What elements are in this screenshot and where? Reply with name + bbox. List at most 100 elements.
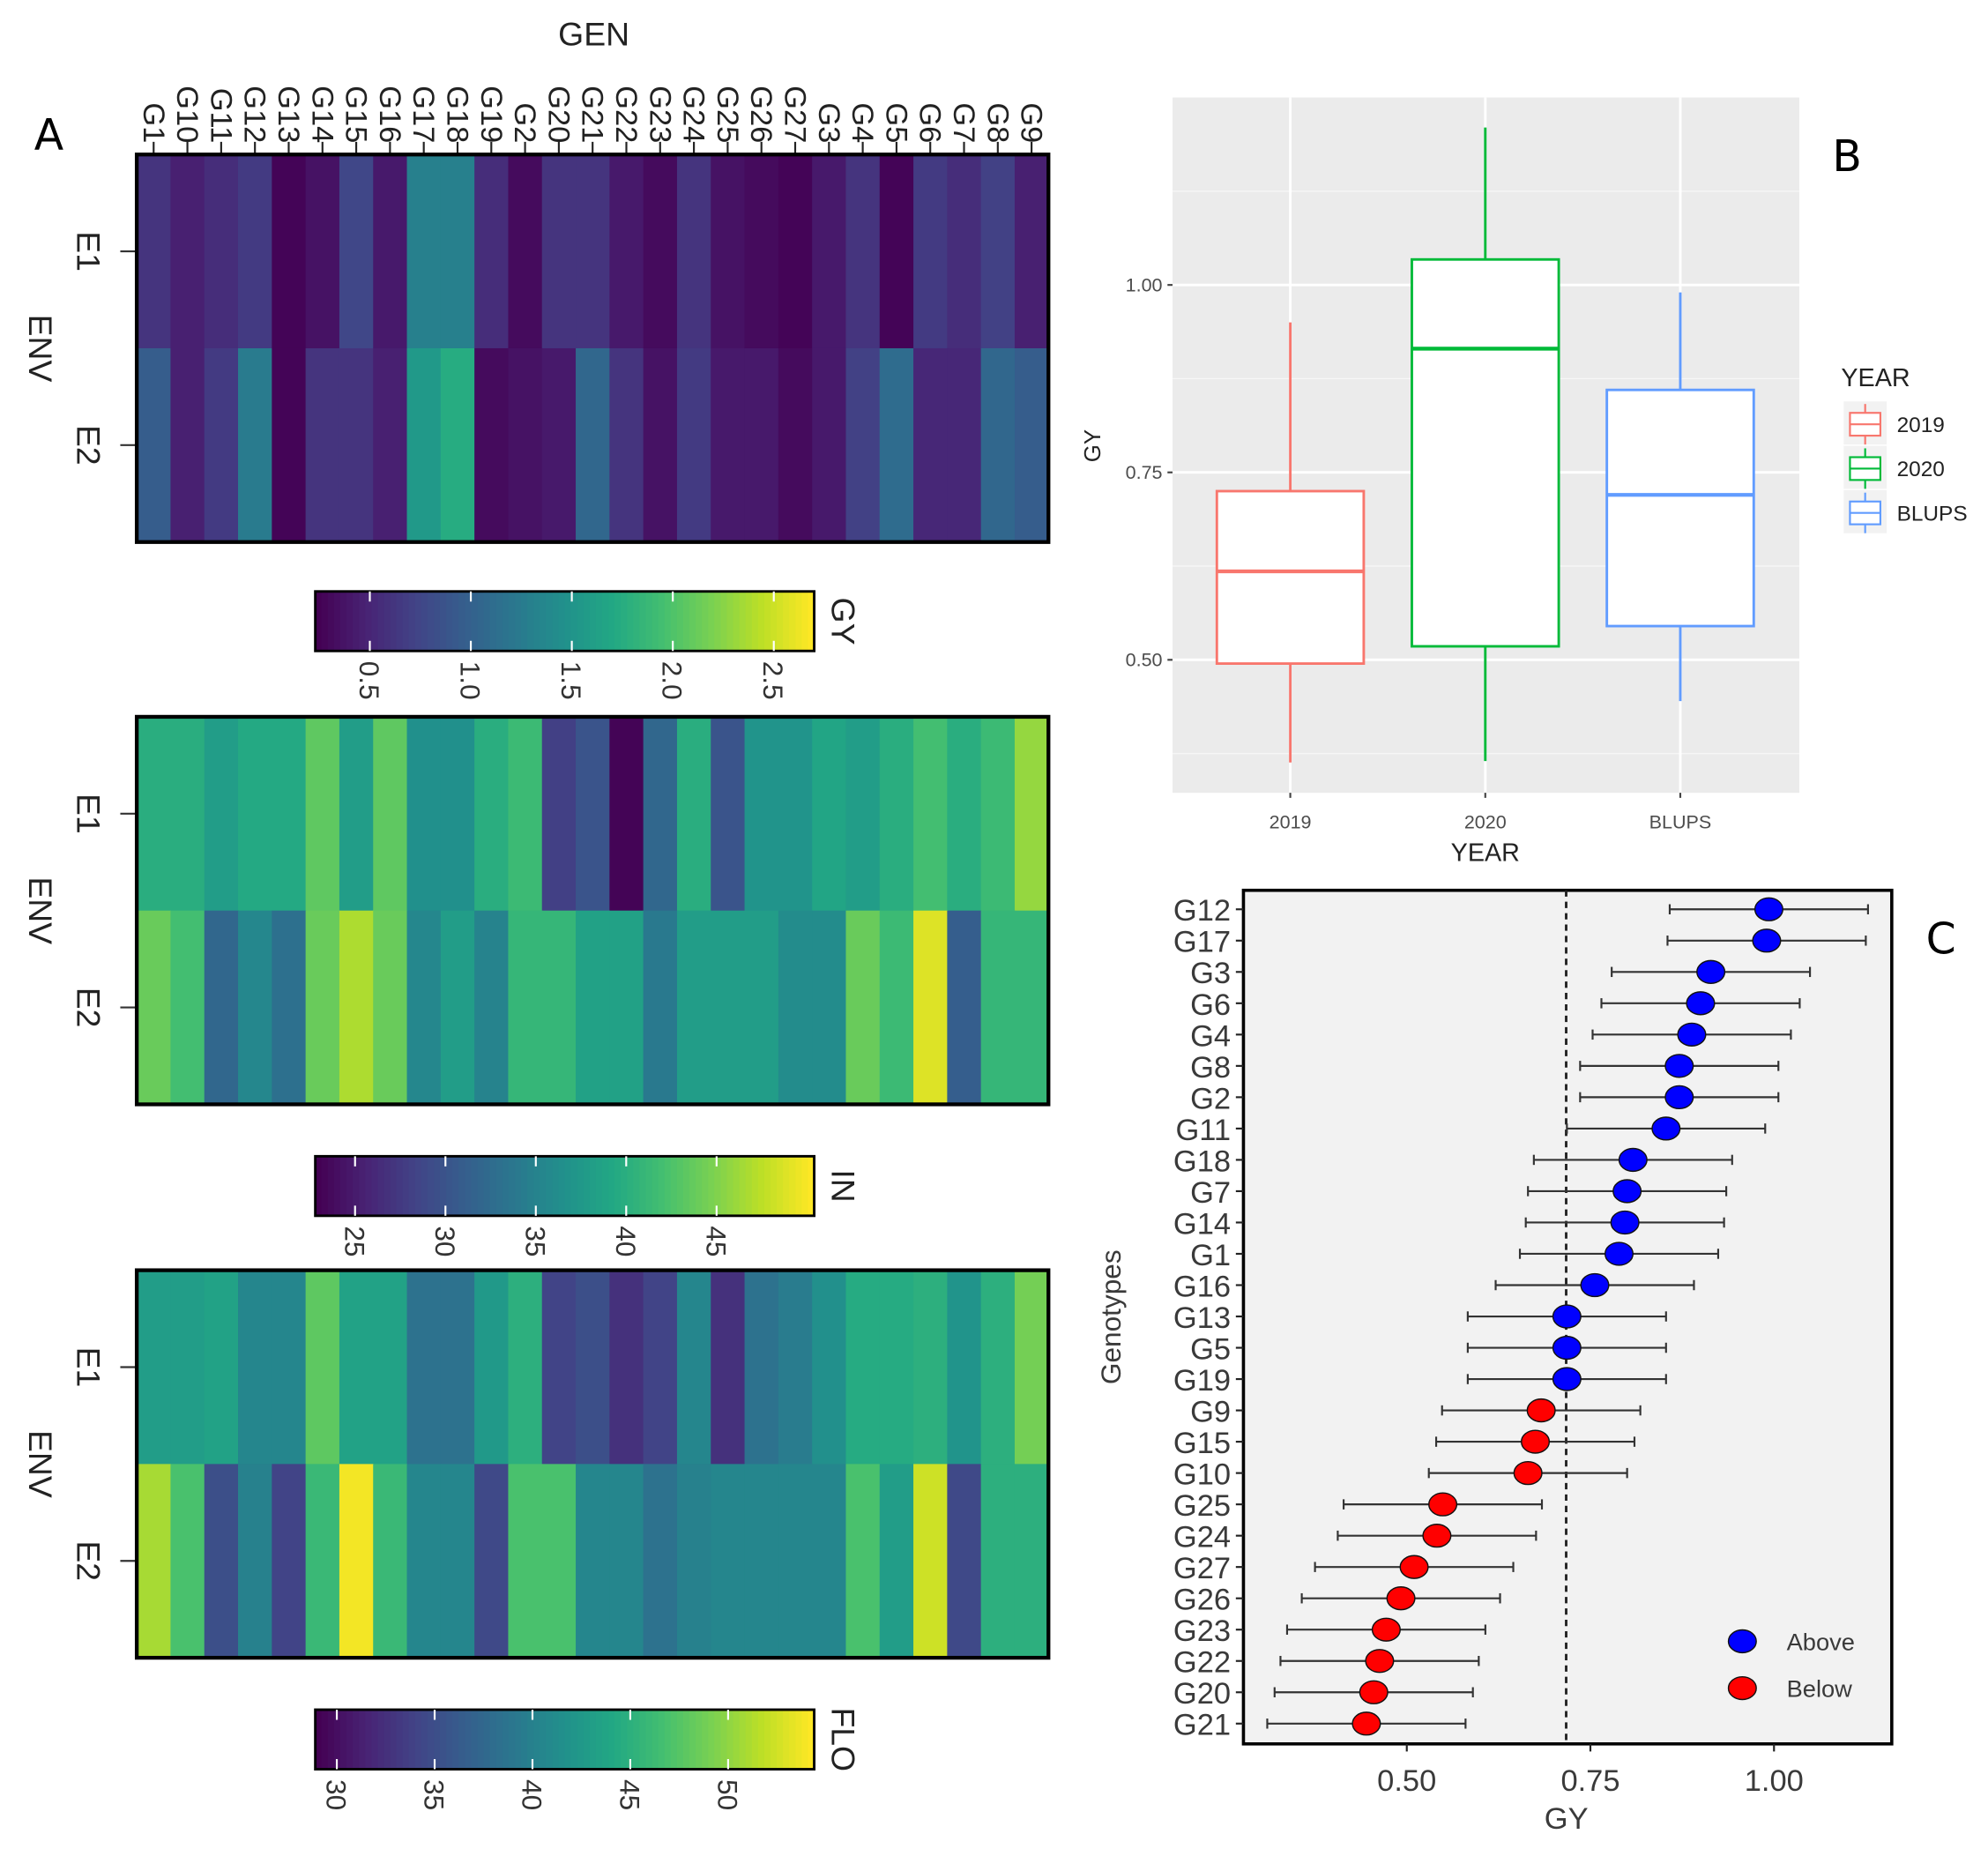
colorbar-segment <box>452 1156 460 1216</box>
colorbar-segment <box>434 1710 441 1770</box>
colorbar-segment <box>708 1710 716 1770</box>
y-tick-label: 0.75 <box>1126 462 1163 483</box>
colorbar-tick-label: 2.5 <box>757 661 789 700</box>
colorbar-segment <box>540 591 547 652</box>
genotype-label: G2 <box>1190 1082 1231 1115</box>
heatmap-cell <box>204 1464 239 1659</box>
colorbar-segment <box>658 591 666 652</box>
colorbar-segment <box>402 591 410 652</box>
colorbar-segment <box>365 1710 373 1770</box>
colorbar-tick-label: 40 <box>610 1226 642 1256</box>
genotype-column-label: G25 <box>711 86 744 143</box>
genotype-point <box>1651 1116 1681 1141</box>
colorbar-segment <box>621 1710 629 1770</box>
panel-letter-b: B <box>1832 131 1862 182</box>
colorbar-segment <box>465 1156 473 1216</box>
heatmap-cell <box>879 716 914 912</box>
heatmap-cell <box>1014 1270 1049 1465</box>
legend-item: BLUPS <box>1843 489 1968 533</box>
genotype-point <box>1696 959 1726 984</box>
heatmap-cell <box>947 716 982 912</box>
genotype-point <box>1552 1367 1582 1391</box>
colorbar-segment <box>471 1710 479 1770</box>
colorbar-segment <box>577 591 584 652</box>
colorbar-segment <box>639 1156 647 1216</box>
heatmap-cell <box>238 1464 273 1659</box>
colorbar-gy: 0.5 1.0 1.5 2.0 2.5 GY <box>314 590 862 700</box>
heatmap-cell <box>272 910 307 1106</box>
colorbar-segment <box>771 1156 778 1216</box>
genotype-label: G6 <box>1190 988 1231 1022</box>
heatmap-cell <box>643 910 678 1106</box>
colorbar-segment <box>639 1710 647 1770</box>
heatmap-cell <box>541 1270 577 1465</box>
colorbar-segment <box>558 1156 566 1216</box>
heatmap-cell <box>238 347 273 543</box>
heatmap-cell <box>676 154 711 349</box>
colorbar-segment <box>602 1710 609 1770</box>
colorbar-segment <box>564 1156 572 1216</box>
genotype-label: G16 <box>1173 1270 1231 1303</box>
colorbar-segment <box>458 591 466 652</box>
colorbar-segment <box>670 591 678 652</box>
heatmap-cell <box>406 716 442 912</box>
colorbar-segment <box>570 1710 578 1770</box>
colorbar-segment <box>720 1710 728 1770</box>
genotype-column-label: G5 <box>879 102 912 143</box>
heatmap-cell <box>913 716 949 912</box>
colorbar-segment <box>446 591 454 652</box>
genotype-label: G23 <box>1173 1614 1231 1648</box>
heatmap-cell <box>676 716 711 912</box>
heatmap-cell <box>576 347 611 543</box>
genotype-row: G19 <box>1173 1364 1667 1398</box>
genotype-row: G26 <box>1173 1584 1501 1617</box>
colorbar-title: FLO <box>825 1707 862 1771</box>
colorbar-segment <box>739 591 747 652</box>
colorbar-segment <box>763 1710 771 1770</box>
heatmap-cell <box>373 154 408 349</box>
colorbar-segment <box>682 591 690 652</box>
heatmap-cell <box>305 1270 340 1465</box>
heatmap-cell <box>508 1270 543 1465</box>
heatmap-cell <box>272 154 307 349</box>
genotype-row: G15 <box>1173 1427 1636 1460</box>
y-axis-title: ENV <box>22 315 59 383</box>
colorbar-segment <box>421 591 428 652</box>
heatmap-cell <box>137 154 172 349</box>
colorbar-segment <box>645 1156 653 1216</box>
heatmap-in: E1 E2 ENV <box>22 714 1051 1107</box>
heatmap-cell <box>913 1464 949 1659</box>
colorbar-segment <box>471 591 479 652</box>
colorbar-segment <box>390 591 398 652</box>
colorbar-segment <box>751 591 759 652</box>
colorbar-segment <box>421 1156 428 1216</box>
colorbar-segment <box>570 591 578 652</box>
heatmap-cell <box>980 716 1016 912</box>
colorbar-segment <box>733 591 741 652</box>
y-tick-label: 0.50 <box>1126 649 1163 670</box>
interquartile-box <box>1411 257 1560 648</box>
heatmap-cell <box>1014 910 1049 1106</box>
colorbar-segment <box>408 1156 416 1216</box>
genotype-row: G4 <box>1190 1019 1792 1053</box>
colorbar-segment <box>714 591 722 652</box>
heatmap-cell <box>676 1464 711 1659</box>
heatmap-cell <box>711 347 746 543</box>
genotype-column-label: G18 <box>440 86 473 143</box>
heatmap-border <box>134 714 1051 1107</box>
colorbar-segment <box>745 1710 753 1770</box>
genotype-label: G8 <box>1190 1051 1231 1085</box>
heatmap-cell <box>643 347 678 543</box>
heatmap-cell <box>812 910 847 1106</box>
genotype-point <box>1752 928 1782 953</box>
heatmap-cell <box>812 347 847 543</box>
heatmap-cell <box>541 154 577 349</box>
colorbar-segment <box>583 1156 591 1216</box>
colorbar-segment <box>702 591 710 652</box>
colorbar-segment <box>757 1156 765 1216</box>
heatmap-cell <box>238 910 273 1106</box>
colorbar-segment <box>595 1710 603 1770</box>
genotype-point <box>1664 1085 1694 1110</box>
heatmap-cell <box>845 1464 881 1659</box>
colorbar-segment <box>446 1156 454 1216</box>
